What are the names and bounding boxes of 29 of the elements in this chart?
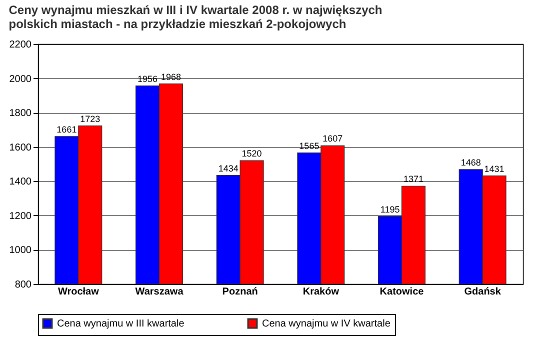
data-label: 1956 — [138, 74, 158, 84]
data-label: 1195 — [380, 204, 400, 214]
y-tick-label: 1200 — [9, 210, 32, 222]
data-label: 1565 — [299, 140, 320, 151]
data-label: 1968 — [160, 72, 181, 82]
y-tick-label: 1800 — [9, 108, 32, 120]
data-label: 1371 — [403, 174, 424, 184]
y-tick-label: 1400 — [9, 176, 32, 188]
data-label: 1520 — [242, 148, 262, 159]
data-label: 1607 — [322, 134, 343, 144]
chart-title: Ceny wynajmu mieszkań w III i IV kwartale 2008 r. w największych polskich miastach - na przykładzie mieszkań 2-pokojowych — [8, 3, 382, 31]
data-label: 1723 — [80, 114, 100, 124]
legend-label: Cena wynajmu w IV kwartale — [262, 318, 391, 330]
x-tick-label: Wrocław — [58, 286, 100, 298]
y-tick-label: 2200 — [9, 40, 32, 50]
data-label: 1468 — [460, 157, 481, 168]
x-tick-label: Kraków — [302, 286, 340, 298]
legend-label: Cena wynajmu w III kwartale — [57, 318, 185, 330]
x-tick-label: Poznań — [222, 286, 258, 298]
data-label: 1434 — [218, 163, 238, 174]
data-label: 1431 — [484, 164, 504, 174]
x-tick-label: Gdańsk — [464, 286, 502, 298]
y-tick-label: 1600 — [9, 142, 32, 154]
x-tick-label: Warszawa — [135, 286, 184, 298]
y-tick-label: 2000 — [9, 74, 32, 85]
y-tick-label: 1000 — [9, 245, 32, 256]
y-tick-label: 800 — [14, 280, 32, 290]
x-tick-label: Katowice — [380, 286, 424, 298]
data-label: 1661 — [56, 124, 77, 134]
